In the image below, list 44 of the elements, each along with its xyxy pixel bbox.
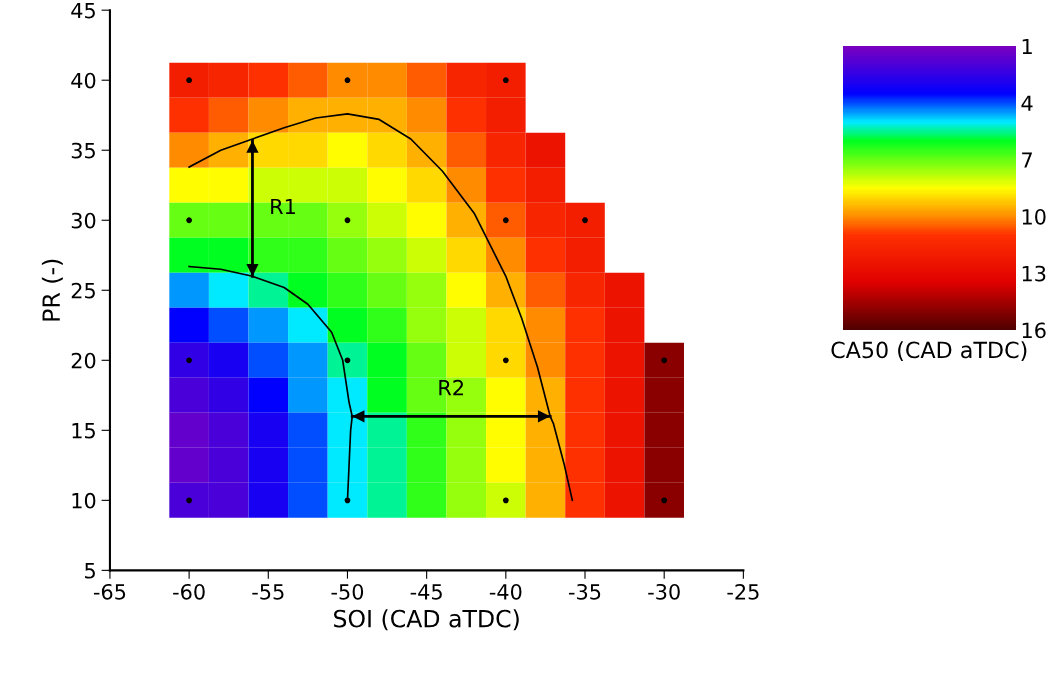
point [344,357,351,364]
point [344,497,351,504]
color-bar-label: 13 [1022,265,1046,282]
annotation: R1 [271,198,295,215]
y-tick-label: 35 [71,142,95,159]
point [582,217,588,224]
point [186,77,193,84]
y-tick-label: 5 [85,563,95,579]
y-tick-label: 20 [71,352,96,369]
x-tick-label: -50 [331,583,364,600]
point [344,217,351,224]
y-tick-label: 10 [72,492,96,509]
color-bar-label: 1 [1022,38,1032,55]
y-tick-label: 30 [71,212,96,229]
color-bar-label: 16 [1022,322,1046,339]
x-tick-label: -45 [410,584,442,600]
point [502,497,509,504]
point [502,77,509,84]
y-tick-label: 45 [71,2,95,19]
point [502,217,509,224]
x-tick-label: -30 [648,583,680,600]
x-tick-label: -40 [489,583,522,600]
color-bar-label: 10 [1022,208,1046,225]
point [186,217,193,224]
x-axis-title: SOI (CAD aTDC) [334,609,519,631]
color-bar-title: CA50 (CAD aTDC) [831,341,1027,361]
color-bar-label: 7 [1022,152,1032,168]
x-tick-label: -25 [727,583,759,600]
x-tick-label: -60 [173,583,205,600]
point [186,357,193,364]
point [344,77,351,84]
y-tick-label: 15 [72,423,95,439]
annotation: R2 [439,379,463,396]
y-tick-label: 40 [71,72,96,89]
point [661,357,668,364]
x-tick-label: -55 [252,584,284,600]
point [502,357,509,364]
y-tick-label: 25 [71,282,95,299]
point [661,497,668,504]
x-tick-label: -65 [93,583,126,600]
x-tick-label: -35 [569,583,601,600]
y-axis-title: PR (-) [41,259,63,321]
color-bar-label: 4 [1021,95,1033,111]
point [186,497,193,504]
